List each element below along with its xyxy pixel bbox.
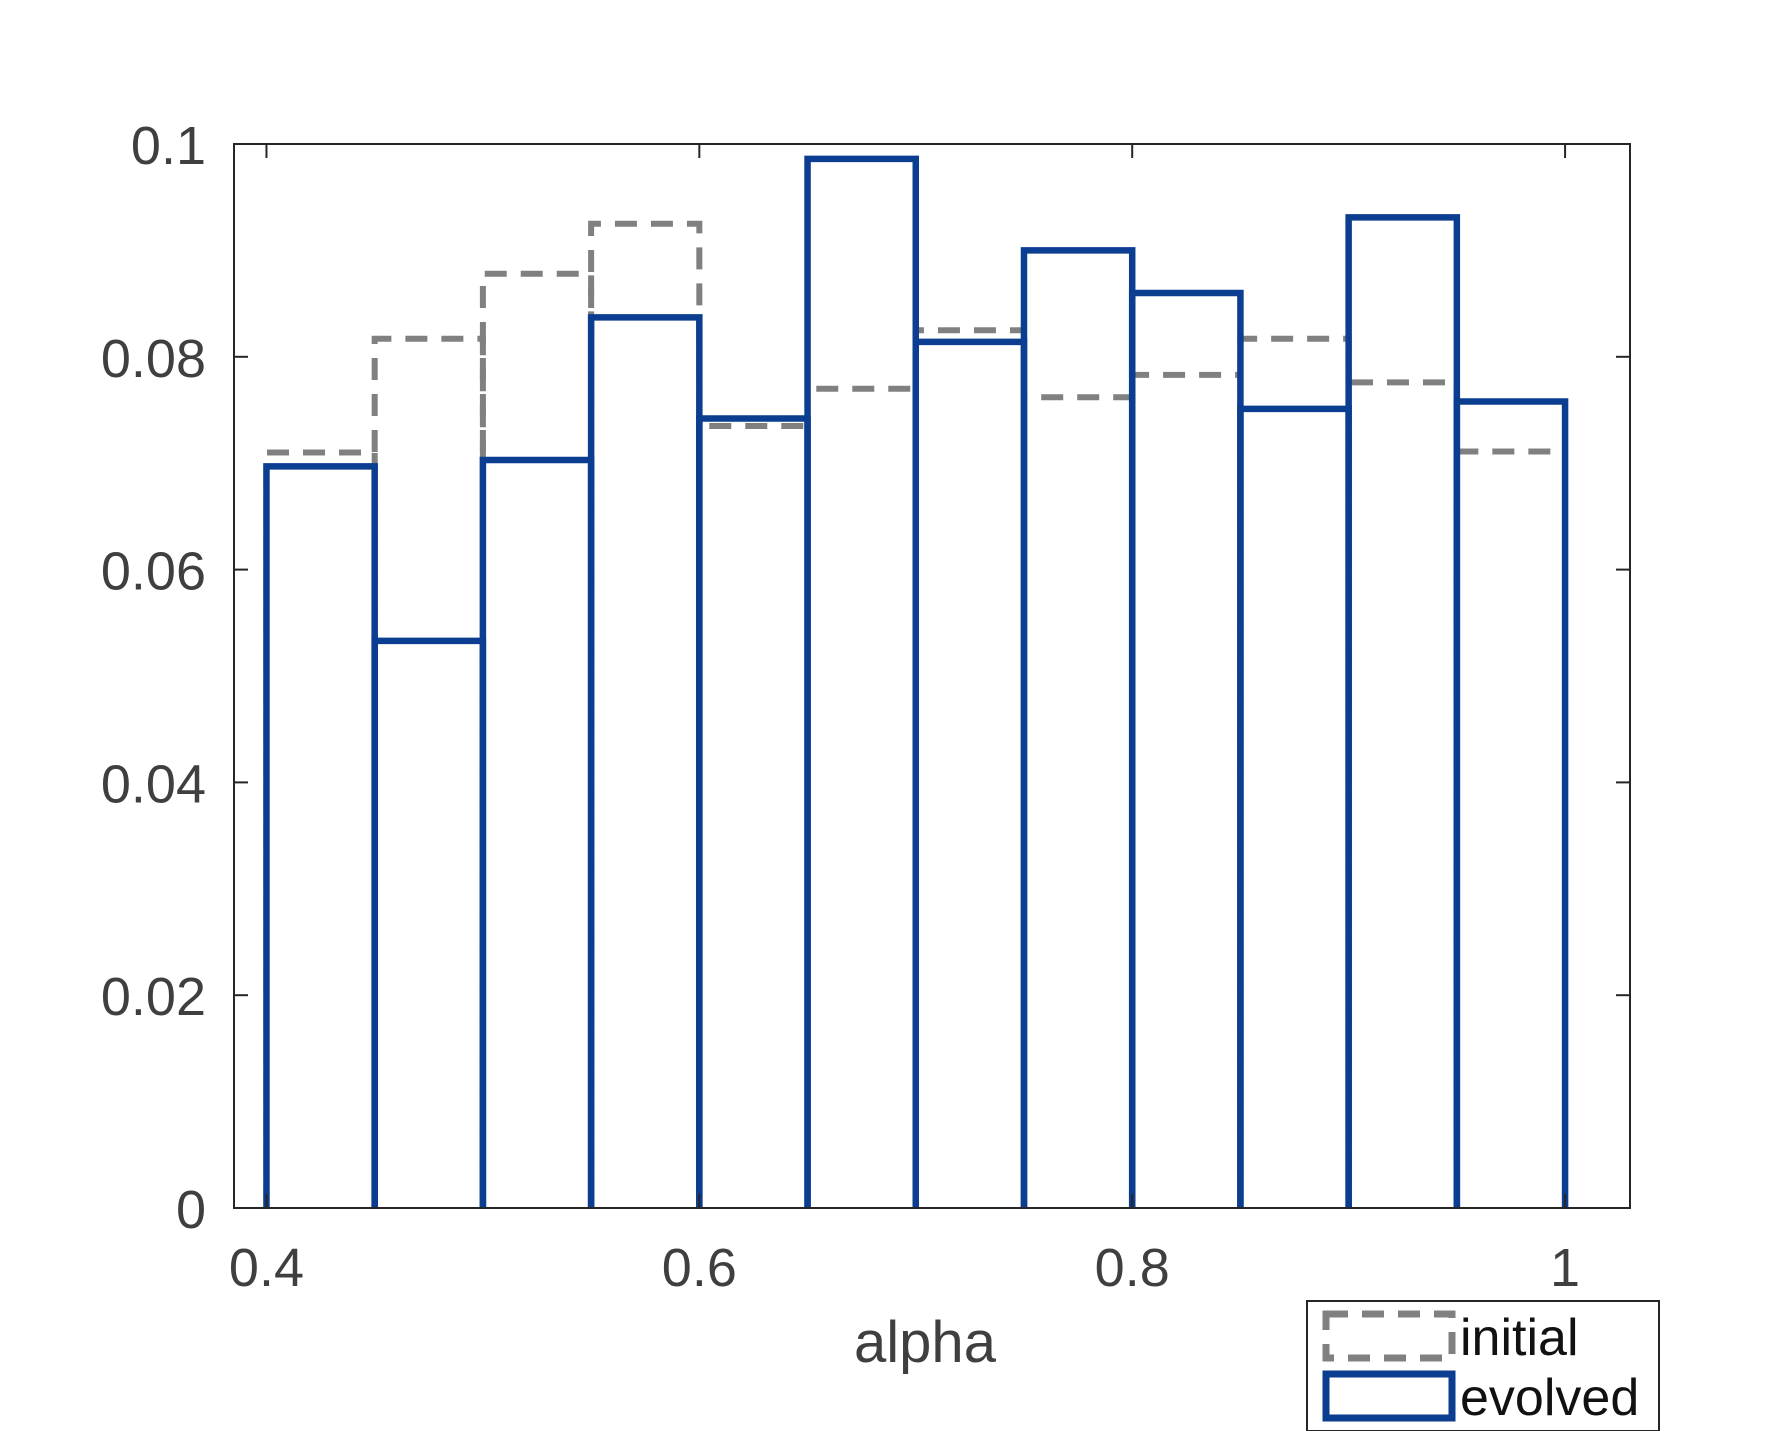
y-tick-label: 0.08 [101, 329, 206, 389]
evolved-bar-12 [1453, 398, 1569, 1208]
y-tick-label: 0.04 [101, 754, 206, 814]
series-evolved [263, 155, 1569, 1208]
series-layer [263, 155, 1569, 1208]
initial-bar-3 [479, 270, 595, 1208]
legend-box [1306, 1300, 1660, 1431]
legend-label-evolved: evolved [1460, 1369, 1639, 1427]
legend-swatch-initial [1322, 1310, 1456, 1362]
y-tick-label: 0 [176, 1180, 206, 1240]
x-tick-label: 0.4 [229, 1238, 304, 1298]
legend: initial evolved [1306, 1300, 1660, 1431]
tick-layer: 0.4 0.6 0.8 1 0 0.02 0.04 0.06 0.08 0.1 [101, 116, 1630, 1298]
x-axis-label: alpha [854, 1310, 997, 1375]
legend-swatch-evolved [1322, 1370, 1456, 1422]
y-tick-label: 0.02 [101, 967, 206, 1027]
x-tick-label: 0.6 [662, 1238, 737, 1298]
x-tick-label: 1 [1550, 1238, 1580, 1298]
legend-label-initial: initial [1460, 1309, 1579, 1367]
y-tick-label: 0.06 [101, 542, 206, 602]
y-tick-label: 0.1 [131, 116, 206, 176]
plot-frame [233, 143, 1631, 1209]
x-tick-label: 0.8 [1095, 1238, 1170, 1298]
